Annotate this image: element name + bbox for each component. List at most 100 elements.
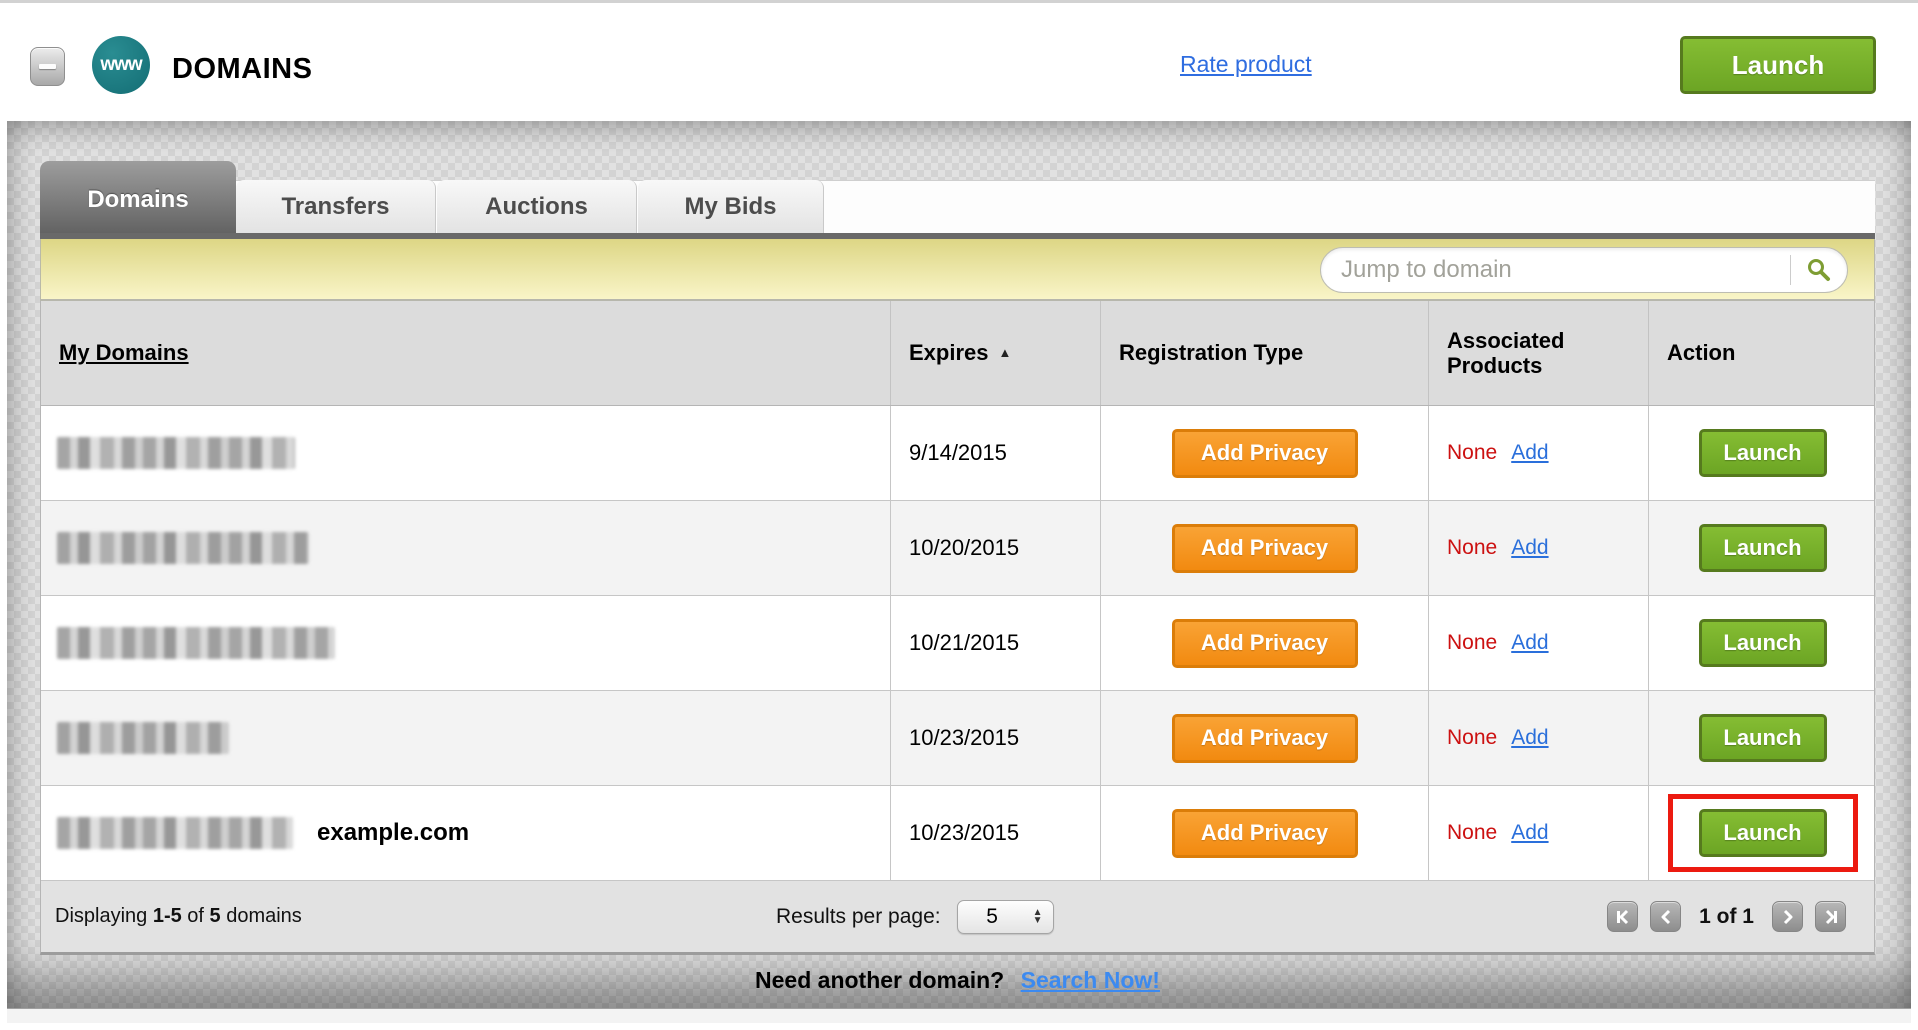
expires-cell: 10/20/2015 [891, 501, 1101, 595]
search-divider [1790, 255, 1791, 285]
add-privacy-button[interactable]: Add Privacy [1171, 618, 1358, 668]
domain-cell: example.com [41, 786, 891, 880]
first-page-button[interactable] [1607, 901, 1639, 932]
add-product-link[interactable]: Add [1511, 821, 1549, 844]
domain-label: example.com [317, 819, 470, 846]
table-row: example.com 10/23/2015 Add Privacy None Add L… [41, 786, 1874, 881]
add-product-link[interactable]: Add [1511, 441, 1549, 464]
associated-none-text: None [1447, 821, 1498, 844]
column-header-my-domains[interactable]: My Domains [41, 301, 891, 405]
tab-domains[interactable]: Domains [40, 161, 236, 239]
need-domain-line: Need another domain? Search Now! [40, 967, 1875, 994]
search-now-link[interactable]: Search Now! [1020, 967, 1160, 993]
next-page-icon [1783, 909, 1792, 924]
magnifier-icon [1808, 259, 1830, 281]
table-footer: Displaying 1-5 of 5 domains Results per … [40, 881, 1875, 955]
stepper-arrows-icon: ▲ ▼ [1032, 906, 1043, 926]
displaying-status: Displaying 1-5 of 5 domains [55, 905, 302, 927]
add-privacy-button[interactable]: Add Privacy [1171, 428, 1358, 478]
action-cell: Launch [1649, 691, 1876, 785]
header-launch-button[interactable]: Launch [1680, 36, 1876, 94]
jump-to-domain-input[interactable] [1321, 256, 1790, 284]
app-header: www DOMAINS Rate product Launch [0, 3, 1918, 121]
censored-domain-name [57, 817, 293, 849]
censored-domain-name [57, 722, 229, 754]
column-header-action: Action [1667, 340, 1736, 366]
expires-cell: 9/14/2015 [891, 406, 1101, 500]
domain-cell [41, 691, 891, 785]
tab-auctions[interactable]: Auctions [437, 180, 637, 233]
column-header-expires[interactable]: Expires ▲ [891, 301, 1101, 405]
tab-my-bids[interactable]: My Bids [638, 180, 824, 233]
add-privacy-button[interactable]: Add Privacy [1171, 523, 1358, 573]
www-icon: www [100, 54, 142, 75]
row-launch-button[interactable]: Launch [1698, 429, 1827, 477]
add-privacy-button[interactable]: Add Privacy [1171, 713, 1358, 763]
associated-products-cell: None Add [1429, 596, 1649, 690]
content-stage: Domains Transfers Auctions My Bids [7, 121, 1911, 1008]
censored-domain-name [57, 437, 295, 469]
table-body: 9/14/2015 Add Privacy None Add Launch 10/20/2… [40, 406, 1875, 881]
row-launch-button[interactable]: Launch [1698, 524, 1827, 572]
tab-transfers[interactable]: Transfers [236, 180, 436, 233]
next-page-button[interactable] [1772, 901, 1803, 932]
row-launch-button[interactable]: Launch [1698, 714, 1827, 762]
censored-domain-name [57, 532, 309, 564]
action-cell: Launch [1649, 406, 1876, 500]
first-page-icon [1616, 909, 1628, 924]
minus-icon [39, 64, 56, 69]
expires-cell: 10/23/2015 [891, 691, 1101, 785]
column-header-registration-type: Registration Type [1101, 301, 1429, 405]
column-header-associated-products: Associated Products [1429, 301, 1649, 405]
prev-page-button[interactable] [1650, 901, 1682, 932]
domain-cell [41, 596, 891, 690]
page-title: DOMAINS [172, 53, 313, 85]
censored-domain-name [57, 627, 335, 659]
associated-products-cell: None Add [1429, 501, 1649, 595]
registration-type-cell: Add Privacy [1101, 406, 1429, 500]
last-page-icon [1825, 909, 1837, 924]
row-launch-button[interactable]: Launch [1698, 809, 1827, 857]
registration-type-cell: Add Privacy [1101, 691, 1429, 785]
add-product-link[interactable]: Add [1511, 726, 1549, 749]
action-cell: Launch [1649, 786, 1876, 880]
registration-type-cell: Add Privacy [1101, 596, 1429, 690]
action-cell: Launch [1649, 501, 1876, 595]
domain-cell [41, 406, 891, 500]
results-per-page: Results per page: 5 ▲ ▼ [776, 899, 1054, 934]
associated-none-text: None [1447, 441, 1498, 464]
action-cell: Launch [1649, 596, 1876, 690]
add-product-link[interactable]: Add [1511, 631, 1549, 654]
domains-card: Domains Transfers Auctions My Bids [40, 161, 1875, 955]
associated-products-cell: None Add [1429, 406, 1649, 500]
results-per-page-label: Results per page: [776, 904, 941, 928]
tab-underline [40, 233, 1875, 239]
collapse-button[interactable] [30, 47, 65, 86]
expires-cell: 10/21/2015 [891, 596, 1101, 690]
registration-type-cell: Add Privacy [1101, 786, 1429, 880]
domain-cell [41, 501, 891, 595]
last-page-button[interactable] [1815, 901, 1846, 932]
associated-none-text: None [1447, 536, 1498, 559]
associated-none-text: None [1447, 631, 1498, 654]
rate-product-link[interactable]: Rate product [1180, 51, 1312, 77]
add-privacy-button[interactable]: Add Privacy [1171, 808, 1358, 858]
jump-to-domain-box [1320, 247, 1848, 293]
highlight-annotation-box: Launch [1667, 794, 1858, 872]
table-row: 10/23/2015 Add Privacy None Add Launch [41, 691, 1874, 786]
tab-bar: Domains Transfers Auctions My Bids [40, 161, 1875, 239]
row-launch-button[interactable]: Launch [1698, 619, 1827, 667]
results-per-page-select[interactable]: 5 ▲ ▼ [956, 899, 1054, 934]
search-bar [40, 239, 1875, 301]
associated-products-cell: None Add [1429, 786, 1649, 880]
page-status: 1 of 1 [1699, 904, 1754, 928]
add-product-link[interactable]: Add [1511, 536, 1549, 559]
search-button[interactable] [1791, 248, 1847, 292]
registration-type-cell: Add Privacy [1101, 501, 1429, 595]
need-domain-prompt: Need another domain? [755, 967, 1005, 993]
bottom-strip [7, 1008, 1911, 1023]
associated-none-text: None [1447, 726, 1498, 749]
associated-products-cell: None Add [1429, 691, 1649, 785]
table-row: 10/20/2015 Add Privacy None Add Launch [41, 501, 1874, 596]
